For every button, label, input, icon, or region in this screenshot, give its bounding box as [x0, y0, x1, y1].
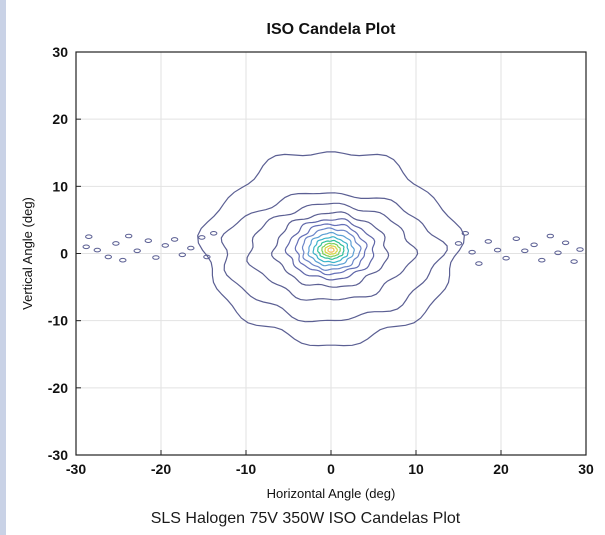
chart-title: ISO Candela Plot [267, 21, 397, 38]
contour-island [187, 245, 195, 251]
contour-island [546, 233, 554, 239]
contour-island [468, 249, 476, 255]
contour-island [576, 247, 584, 252]
y-tick-label: 10 [52, 178, 68, 194]
y-tick-label: -30 [48, 447, 68, 463]
x-tick-label: -10 [236, 461, 256, 477]
contour-island [133, 248, 141, 254]
contour-line [271, 211, 390, 288]
contour-island [82, 244, 90, 250]
contour-island [461, 231, 469, 236]
contour-island [161, 243, 170, 248]
contour-line [317, 239, 345, 260]
y-tick-label: -20 [48, 380, 68, 396]
x-tick-label: -30 [66, 461, 86, 477]
contour-island [570, 259, 578, 264]
x-tick-label: 0 [327, 461, 335, 477]
x-axis-label: Horizontal Angle (deg) [267, 486, 396, 501]
contour-island [502, 255, 510, 261]
contour-lines [197, 151, 465, 347]
figure-caption: SLS Halogen 75V 350W ISO Candelas Plot [150, 510, 461, 527]
contour-island [85, 234, 93, 239]
contour-island [521, 248, 529, 254]
contour-line [294, 223, 368, 276]
contour-island [152, 255, 160, 260]
contour-line [220, 192, 448, 323]
contour-line [321, 242, 341, 258]
contour-island [454, 241, 463, 246]
x-tick-label: 20 [493, 461, 509, 477]
y-tick-label: 30 [52, 44, 68, 60]
x-tick-label: 30 [578, 461, 594, 477]
scatter-islands [82, 231, 584, 266]
contour-island [93, 247, 102, 253]
contour-line [324, 245, 338, 255]
contour-island [198, 235, 206, 240]
contour-island [178, 252, 187, 258]
contour-island [203, 254, 211, 260]
contour-island [554, 250, 562, 256]
contour-island [125, 233, 133, 239]
contour-line [284, 218, 376, 281]
tick-labels: -30 -20 -10 0 10 20 30 -30 -20 -10 0 10 20 30 [48, 44, 594, 477]
y-tick-label: -10 [48, 313, 68, 329]
contour-island [530, 242, 538, 248]
contour-line [197, 151, 465, 347]
contour-island [210, 231, 218, 236]
x-tick-label: 10 [408, 461, 424, 477]
contour-island [104, 254, 113, 260]
iso-candela-chart: -30 -20 -10 0 10 20 30 -30 -20 -10 0 10 20 30 ISO Can… [20, 21, 594, 501]
contour-island [484, 239, 492, 244]
contour-line [246, 202, 419, 301]
y-axis-label: Vertical Angle (deg) [20, 197, 35, 310]
contour-island [512, 236, 520, 241]
contour-line [301, 227, 362, 272]
contour-island [144, 238, 153, 243]
contour-island [561, 240, 570, 246]
chart-frame: -30 -20 -10 0 10 20 30 -30 -20 -10 0 10 20 30 ISO Can… [6, 0, 605, 535]
contour-line [312, 236, 350, 264]
contour-island [475, 261, 483, 266]
y-tick-label: 20 [52, 111, 68, 127]
contour-island [493, 247, 502, 253]
contour-island [112, 241, 120, 246]
contour-island [538, 257, 546, 263]
contour-island [119, 257, 127, 263]
contour-line [307, 231, 355, 267]
contour-island [170, 237, 179, 242]
y-tick-label: 0 [60, 246, 68, 262]
x-tick-label: -20 [151, 461, 171, 477]
contour-line [327, 247, 335, 253]
